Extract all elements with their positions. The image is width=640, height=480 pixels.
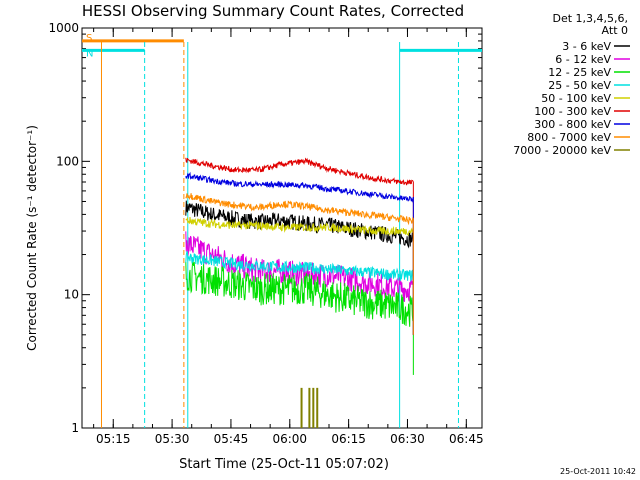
series-line — [185, 157, 414, 186]
series-line — [185, 231, 414, 302]
x-tick-label: 05:30 — [155, 432, 190, 446]
x-tick-label: 05:45 — [214, 432, 249, 446]
legend-label: 50 - 100 keV — [541, 92, 611, 105]
plot-area: 1 10 100 1000 05:15 05:30 05:45 06:00 06:15 06:30… — [48, 21, 483, 446]
legend-header: Det 1,3,4,5,6, — [552, 12, 628, 25]
x-tick-label: 06:00 — [272, 432, 307, 446]
chart-title: HESSI Observing Summary Count Rates, Cor… — [82, 2, 464, 20]
series-line — [185, 193, 414, 226]
legend-header: Att 0 — [602, 24, 628, 37]
x-tick-label: 06:45 — [449, 432, 484, 446]
flag-label: N — [86, 48, 93, 59]
legend-label: 6 - 12 keV — [555, 53, 611, 66]
x-axis-label: Start Time (25-Oct-11 05:07:02) — [179, 457, 389, 472]
legend-label: 3 - 6 keV — [562, 40, 611, 53]
y-tick-label: 1 — [71, 421, 79, 435]
series-line — [185, 260, 414, 327]
legend-label: 12 - 25 keV — [548, 66, 611, 79]
y-axis-label: Corrected Count Rate (s⁻¹ detector⁻¹) — [25, 125, 39, 351]
x-tick-label: 06:30 — [390, 432, 425, 446]
series-line — [185, 171, 414, 203]
flag-label: S — [86, 33, 92, 44]
y-tick-label: 10 — [64, 288, 79, 302]
timestamp: 25-Oct-2011 10:42 — [560, 467, 636, 476]
legend-label: 25 - 50 keV — [548, 79, 611, 92]
series-line — [185, 251, 414, 283]
legend-label: 100 - 300 keV — [534, 105, 611, 118]
series-line — [185, 216, 414, 237]
x-tick-label: 06:15 — [331, 432, 366, 446]
y-tick-label: 100 — [56, 154, 79, 168]
legend-label: 7000 - 20000 keV — [513, 144, 611, 157]
x-tick-label: 05:15 — [96, 432, 131, 446]
y-tick-label: 1000 — [48, 21, 79, 35]
legend-label: 800 - 7000 keV — [527, 131, 611, 144]
legend-label: 300 - 800 keV — [534, 118, 611, 131]
plot-frame — [81, 27, 483, 429]
